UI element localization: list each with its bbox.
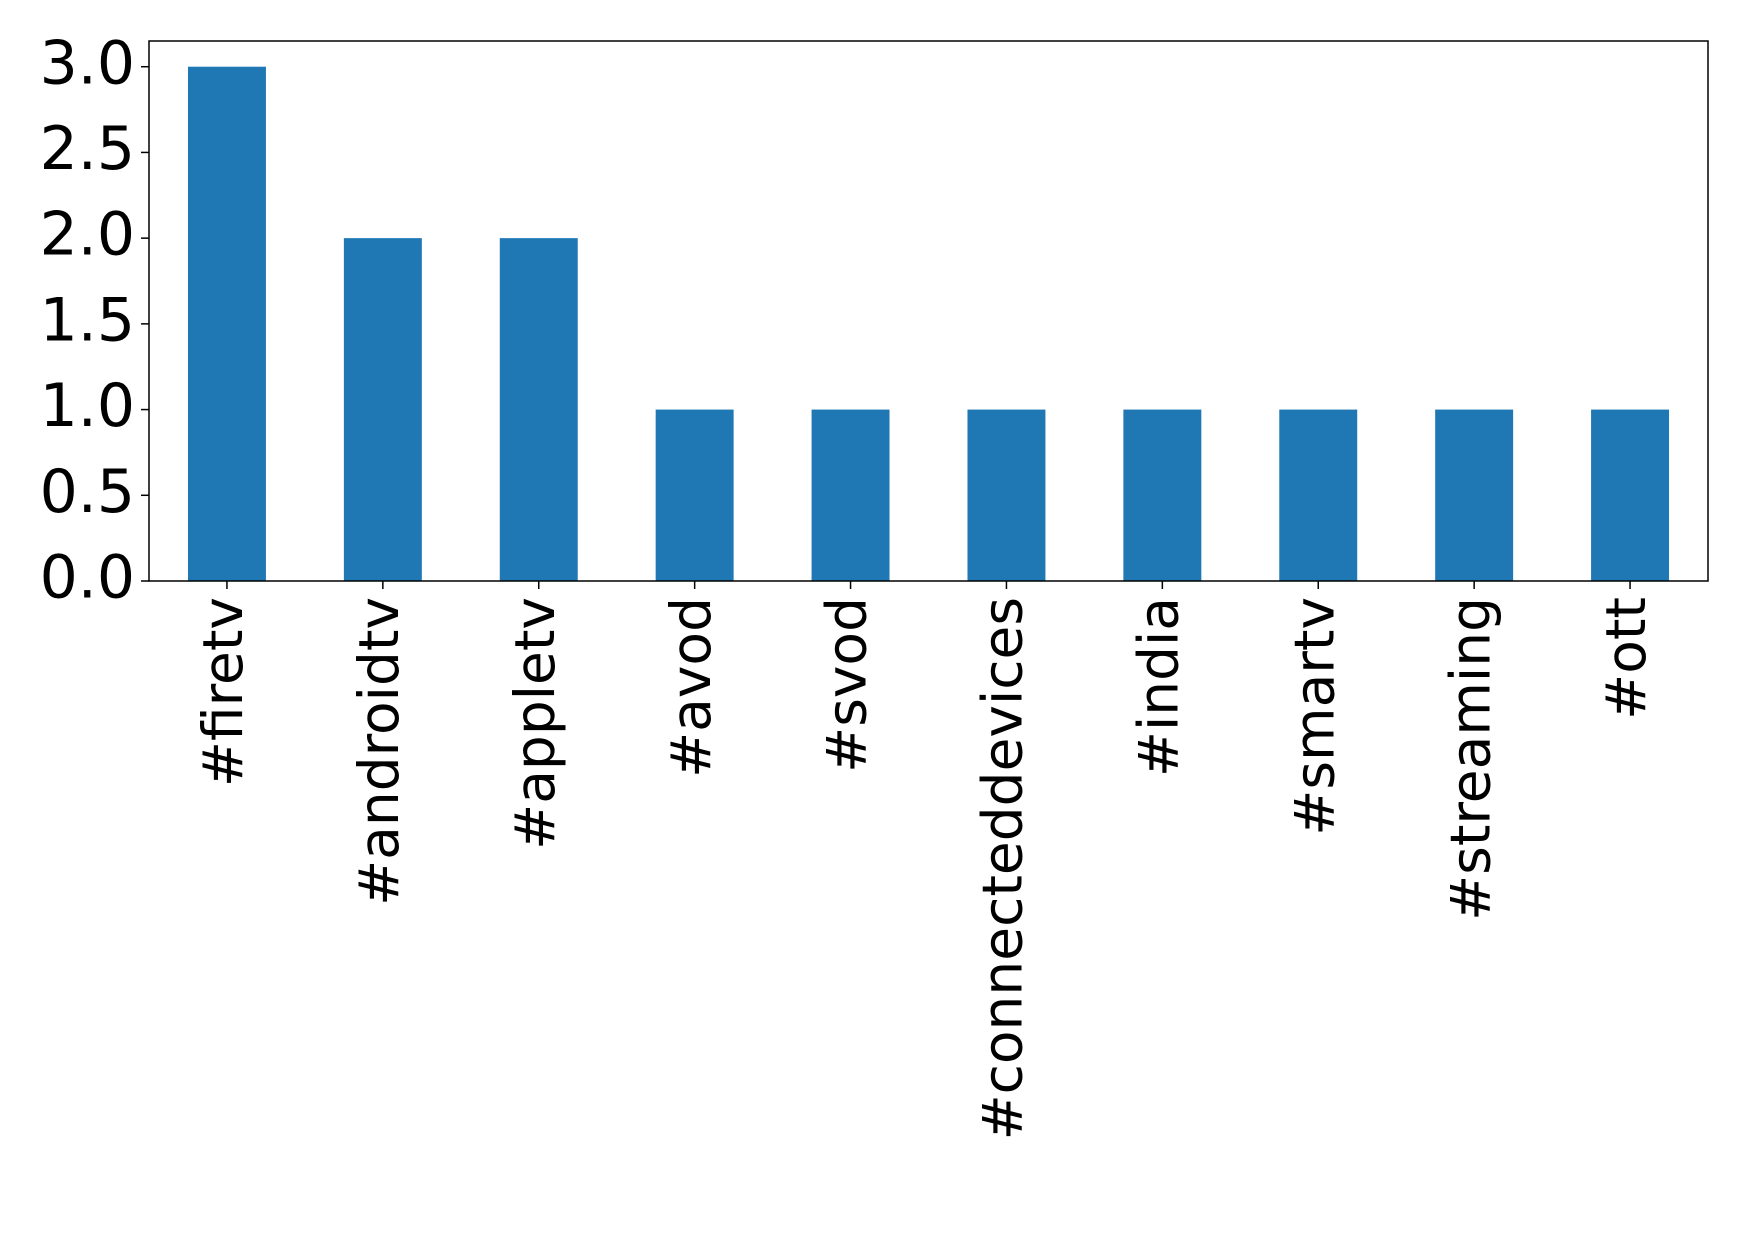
bar: [1435, 409, 1514, 581]
bar: [343, 238, 422, 581]
y-tick-label: 1.0: [40, 371, 135, 441]
bar: [1279, 409, 1358, 581]
x-tick-label: #connecteddevices: [971, 597, 1035, 1140]
x-tick-label: #androidtv: [347, 597, 411, 906]
y-tick-label: 3.0: [40, 28, 135, 98]
x-tick-label: #streaming: [1438, 597, 1502, 921]
x-tick-label: #svod: [815, 597, 879, 773]
x-tick-label: #appletv: [503, 597, 567, 850]
bar: [499, 238, 578, 581]
y-tick-label: 0.5: [40, 457, 135, 527]
y-tick-label: 0.0: [40, 543, 135, 613]
plot-frame: [148, 40, 1709, 582]
bar: [187, 66, 266, 581]
bar: [967, 409, 1046, 581]
x-tick-label: #smartv: [1282, 597, 1346, 836]
bar: [1123, 409, 1202, 581]
y-tick-label: 2.0: [40, 200, 135, 270]
bar: [811, 409, 890, 581]
y-tick-label: 2.5: [40, 114, 135, 184]
bar: [655, 409, 734, 581]
x-tick-label: #ott: [1594, 597, 1658, 720]
x-tick-label: #india: [1126, 597, 1190, 777]
x-tick-label: #firetv: [191, 597, 255, 787]
x-tick-label: #avod: [659, 597, 723, 778]
bar: [1591, 409, 1670, 581]
y-tick-label: 1.5: [40, 285, 135, 355]
